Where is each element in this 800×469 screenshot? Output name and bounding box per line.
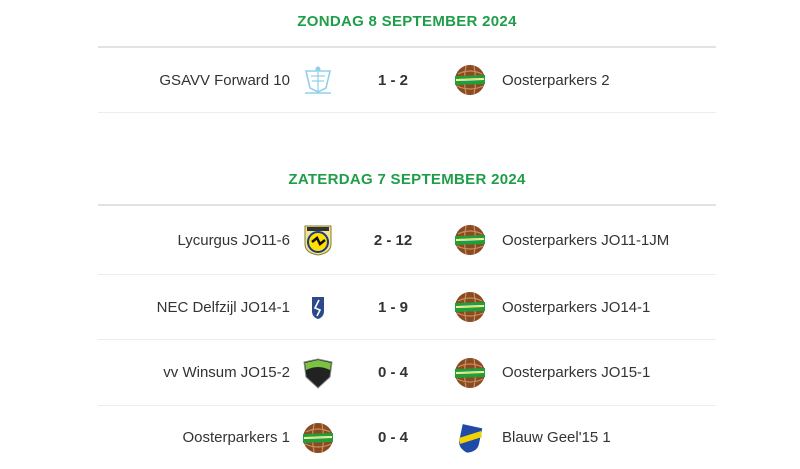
match-score: 2 - 12 [373, 231, 413, 249]
home-team-name[interactable]: Lycurgus JO11-6 [177, 231, 290, 249]
match-score: 0 - 4 [377, 364, 408, 381]
match-row[interactable]: vv Winsum JO15-2 0 - 4 Oosterparkers JO1… [98, 340, 716, 406]
home-team-logo-icon [302, 64, 334, 96]
date-header: ZONDAG 8 SEPTEMBER 2024 [98, 0, 716, 48]
away-team-logo-icon [454, 357, 486, 389]
match-results: ZONDAG 8 SEPTEMBER 2024 GSAVV Forward 10 … [98, 0, 716, 469]
match-score: 1 - 2 [377, 71, 408, 89]
home-team-logo-icon [302, 357, 334, 389]
home-team-name[interactable]: NEC Delfzijl JO14-1 [156, 298, 290, 316]
home-team-name[interactable]: vv Winsum JO15-2 [163, 364, 290, 381]
match-row[interactable]: GSAVV Forward 10 1 - 2 Oosterparkers 2 [98, 48, 716, 113]
home-team-logo-icon [302, 422, 334, 454]
away-team-name[interactable]: Oosterparkers 2 [502, 71, 610, 89]
match-row[interactable]: Lycurgus JO11-6 2 - 12 Oosterparkers JO1… [98, 206, 716, 275]
away-team-name[interactable]: Oosterparkers JO11-1JM [502, 231, 670, 249]
away-team-logo-icon [454, 64, 486, 96]
match-score: 1 - 9 [377, 298, 408, 316]
away-team-name[interactable]: Oosterparkers JO14-1 [502, 298, 651, 316]
match-row[interactable]: NEC Delfzijl JO14-1 1 - 9 Oosterparkers … [98, 275, 716, 340]
date-header: ZATERDAG 7 SEPTEMBER 2024 [98, 158, 716, 206]
home-team-logo-icon [302, 291, 334, 323]
away-team-name[interactable]: Oosterparkers JO15-1 [502, 364, 651, 381]
away-team-logo-icon [454, 224, 486, 256]
match-score: 0 - 4 [377, 429, 408, 446]
section-gap [98, 113, 716, 158]
home-team-name[interactable]: Oosterparkers 1 [182, 429, 290, 446]
home-team-logo-icon [302, 224, 334, 256]
match-row[interactable]: Oosterparkers 1 0 - 4 Blauw Geel'15 1 [98, 406, 716, 469]
away-team-name[interactable]: Blauw Geel'15 1 [502, 429, 611, 446]
away-team-logo-icon [454, 422, 486, 454]
away-team-logo-icon [454, 291, 486, 323]
home-team-name[interactable]: GSAVV Forward 10 [159, 71, 290, 89]
